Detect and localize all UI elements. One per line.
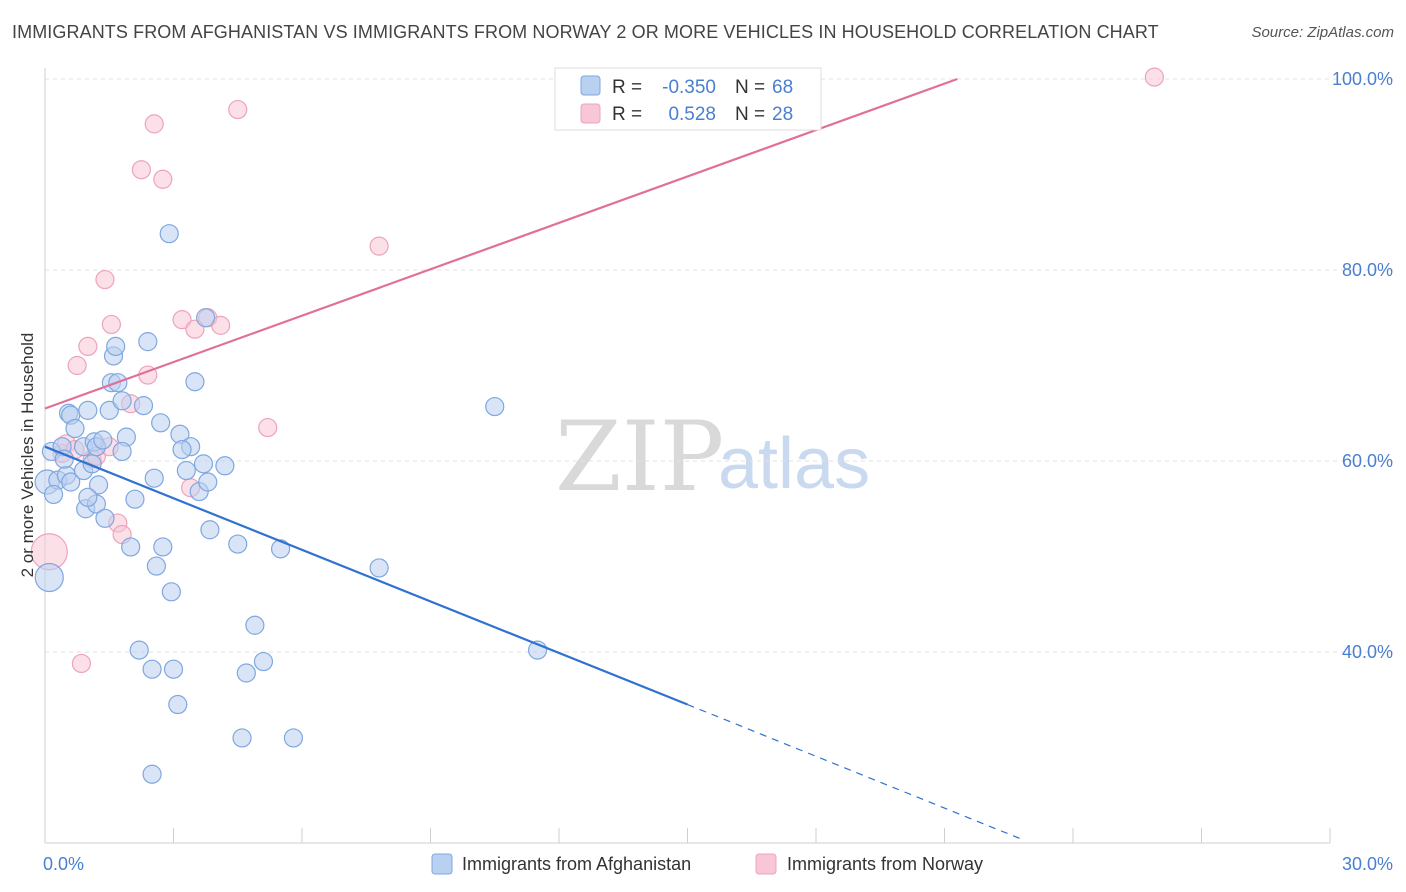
afghanistan-point-27 bbox=[121, 537, 141, 557]
afghanistan-point-35 bbox=[151, 413, 171, 433]
x-tick-label-0: 0.0% bbox=[43, 854, 84, 874]
stats-legend: R = -0.350 N = 68 R = 0.528 N = 28 bbox=[554, 67, 822, 131]
norway-point-10 bbox=[101, 314, 121, 335]
afghanistan-point-44 bbox=[185, 372, 205, 392]
norway-point-24 bbox=[258, 417, 278, 438]
afghanistan-point-29 bbox=[129, 640, 149, 660]
afghanistan-point-65 bbox=[172, 439, 192, 460]
afghanistan-point-50 bbox=[215, 456, 235, 476]
afghanistan-point-48 bbox=[198, 472, 218, 492]
afghanistan-point-30 bbox=[133, 396, 154, 416]
afghanistan-point-40 bbox=[168, 694, 188, 715]
afghanistan-point-64 bbox=[65, 418, 85, 439]
afghanistan-point-62 bbox=[43, 484, 64, 505]
afghanistan-point-52 bbox=[232, 728, 252, 748]
afghanistan-point-47 bbox=[196, 308, 216, 328]
trend-lines bbox=[44, 77, 1022, 840]
norway-points bbox=[30, 67, 1164, 674]
norway-point-4 bbox=[67, 355, 87, 376]
y-tick-label-80: 80.0% bbox=[1342, 260, 1393, 280]
legend-n-label-1: N = bbox=[735, 77, 765, 98]
afghanistan-points bbox=[34, 224, 548, 784]
afghanistan-point-54 bbox=[245, 615, 265, 635]
norway-point-9 bbox=[95, 269, 115, 290]
afghanistan-point-25 bbox=[112, 391, 132, 411]
norway-point-16 bbox=[144, 114, 164, 134]
afghanistan-point-18 bbox=[93, 430, 113, 450]
afghanistan-point-53 bbox=[236, 663, 256, 683]
legend-r-label-1: R = bbox=[612, 77, 642, 98]
legend-swatch-afghanistan bbox=[580, 75, 601, 96]
norway-point-23 bbox=[228, 99, 248, 120]
afghanistan-point-37 bbox=[159, 224, 179, 244]
norway-point-26 bbox=[1144, 67, 1164, 87]
norway-trend-line bbox=[44, 77, 958, 410]
bottom-legend-swatch-afghanistan bbox=[431, 853, 453, 875]
afghanistan-point-17 bbox=[88, 475, 109, 495]
afghanistan-point-59 bbox=[485, 396, 505, 417]
afghanistan-point-1 bbox=[34, 562, 64, 593]
bottom-legend-afghanistan: Immigrants from Afghanistan bbox=[462, 854, 691, 874]
afghanistan-point-55 bbox=[253, 651, 274, 672]
afghanistan-point-31 bbox=[138, 332, 158, 352]
chart-title: IMMIGRANTS FROM AFGHANISTAN VS IMMIGRANT… bbox=[12, 22, 1159, 42]
legend-n-value-2: 28 bbox=[772, 104, 793, 125]
afghanistan-trend-extension bbox=[687, 703, 1022, 840]
watermark-atlas: atlas bbox=[718, 424, 870, 504]
afghanistan-point-42 bbox=[176, 460, 196, 481]
afghanistan-point-20 bbox=[99, 400, 119, 420]
tick-labels: 40.0% 60.0% 80.0% 100.0% 0.0% 30.0% bbox=[43, 69, 1393, 874]
afghanistan-point-46 bbox=[193, 454, 214, 474]
series-legend: Immigrants from Afghanistan Immigrants f… bbox=[431, 853, 983, 875]
legend-swatch-norway bbox=[580, 103, 601, 124]
afghanistan-point-66 bbox=[112, 441, 132, 462]
afghanistan-point-28 bbox=[125, 489, 145, 509]
afghanistan-point-49 bbox=[200, 520, 220, 540]
afghanistan-point-61 bbox=[142, 764, 162, 784]
afghanistan-point-36 bbox=[153, 537, 173, 557]
afghanistan-point-8 bbox=[61, 472, 81, 492]
afghanistan-point-56 bbox=[270, 539, 291, 559]
x-tick-label-30: 30.0% bbox=[1342, 854, 1393, 874]
afghanistan-point-38 bbox=[161, 582, 181, 602]
afghanistan-point-12 bbox=[78, 400, 98, 420]
y-tick-label-60: 60.0% bbox=[1342, 451, 1393, 471]
norway-point-6 bbox=[78, 336, 98, 356]
y-tick-label-40: 40.0% bbox=[1342, 642, 1393, 662]
afghanistan-point-57 bbox=[283, 728, 304, 748]
norway-point-25 bbox=[369, 236, 389, 256]
afghanistan-point-63 bbox=[78, 487, 98, 507]
afghanistan-point-58 bbox=[369, 558, 389, 578]
afghanistan-point-33 bbox=[144, 468, 164, 488]
watermark-zip: ZIP bbox=[555, 401, 724, 513]
afghanistan-point-34 bbox=[146, 556, 166, 576]
afghanistan-point-32 bbox=[142, 659, 162, 679]
norway-point-18 bbox=[172, 310, 192, 330]
legend-r-value-2: 0.528 bbox=[668, 104, 716, 125]
norway-point-22 bbox=[211, 315, 231, 335]
legend-r-value-1: -0.350 bbox=[662, 77, 716, 98]
chart-source: Source: ZipAtlas.com bbox=[1251, 24, 1394, 41]
bottom-legend-swatch-norway bbox=[755, 853, 777, 875]
norway-point-17 bbox=[153, 169, 173, 189]
y-tick-label-100: 100.0% bbox=[1332, 69, 1393, 89]
afghanistan-trend-line bbox=[44, 445, 688, 706]
norway-point-14 bbox=[131, 160, 151, 180]
afghanistan-point-39 bbox=[163, 659, 184, 679]
norway-point-5 bbox=[71, 653, 92, 674]
legend-r-label-2: R = bbox=[612, 104, 642, 125]
y-axis-label: 2 or more Vehicles in Household bbox=[18, 333, 37, 578]
bottom-legend-norway: Immigrants from Norway bbox=[787, 854, 983, 874]
afghanistan-point-23 bbox=[106, 336, 126, 356]
afghanistan-point-19 bbox=[95, 508, 115, 528]
legend-n-label-2: N = bbox=[735, 104, 765, 125]
legend-n-value-1: 68 bbox=[772, 77, 793, 98]
afghanistan-point-51 bbox=[228, 534, 248, 554]
